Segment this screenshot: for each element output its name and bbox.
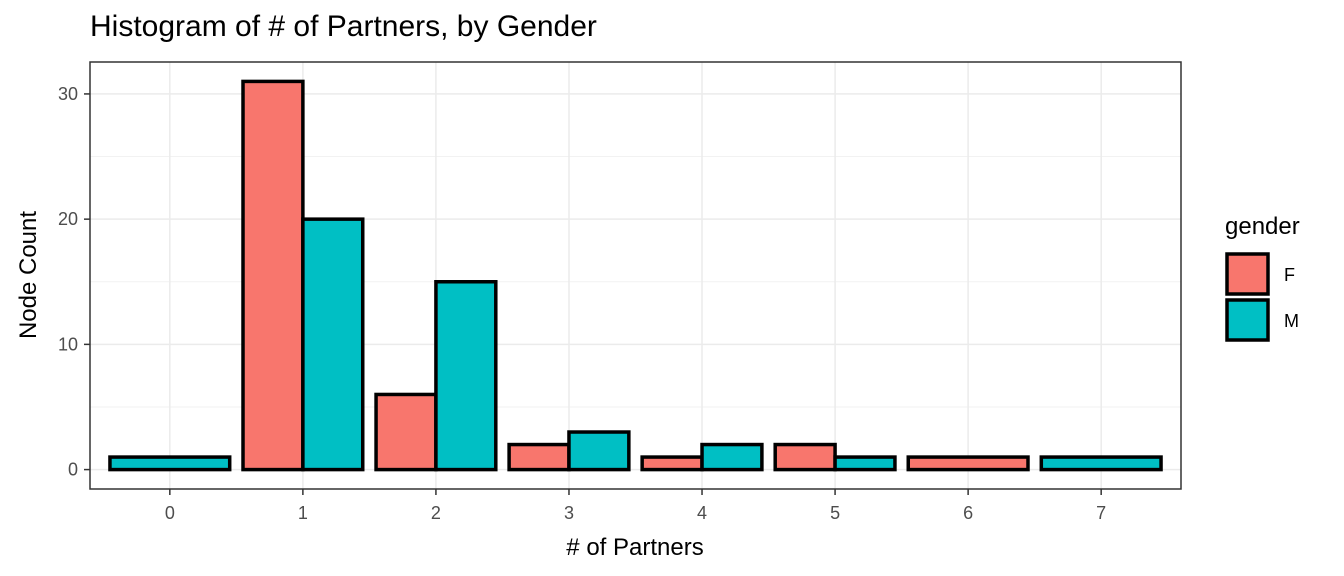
panel-border bbox=[89, 61, 1182, 490]
bar-M-3 bbox=[567, 430, 631, 472]
bar-F-1 bbox=[241, 79, 305, 472]
bar-F-6 bbox=[906, 455, 1030, 472]
legend-label-F: F bbox=[1284, 265, 1295, 285]
legend-key-F bbox=[1225, 252, 1270, 296]
bar-F-4 bbox=[640, 455, 704, 472]
x-tick-label: 0 bbox=[165, 503, 175, 523]
x-tick-label: 5 bbox=[830, 503, 840, 523]
bar-M-1 bbox=[301, 217, 365, 472]
legend: gender F M bbox=[1225, 213, 1300, 342]
chart-title: Histogram of # of Partners, by Gender bbox=[90, 10, 597, 43]
x-axis-title: # of Partners bbox=[566, 534, 703, 561]
bar-F-2 bbox=[374, 392, 438, 472]
bars bbox=[108, 79, 1163, 472]
bar-M-4 bbox=[700, 442, 764, 472]
bar-F-5 bbox=[773, 442, 837, 472]
x-tick-label: 6 bbox=[963, 503, 973, 523]
bar-M-2 bbox=[434, 280, 498, 472]
legend-title: gender bbox=[1225, 213, 1300, 240]
x-tick-label: 7 bbox=[1096, 503, 1106, 523]
bar-M-7 bbox=[1039, 455, 1163, 472]
x-tick-label: 4 bbox=[697, 503, 707, 523]
legend-key-M bbox=[1225, 298, 1270, 342]
legend-label-M: M bbox=[1284, 311, 1299, 331]
y-tick-label: 30 bbox=[58, 84, 78, 104]
y-axis-title: Node Count bbox=[15, 211, 42, 339]
y-tick-label: 10 bbox=[58, 334, 78, 354]
x-tick-label: 3 bbox=[564, 503, 574, 523]
bar-F-3 bbox=[507, 442, 571, 472]
x-tick-label: 2 bbox=[431, 503, 441, 523]
axes: 0 10 20 30 0 1 2 3 4 5 6 7 bbox=[58, 84, 1106, 523]
bar-M-0 bbox=[108, 455, 232, 472]
x-tick-label: 1 bbox=[298, 503, 308, 523]
bar-M-5 bbox=[833, 455, 897, 472]
y-tick-label: 20 bbox=[58, 209, 78, 229]
y-tick-label: 0 bbox=[68, 460, 78, 480]
